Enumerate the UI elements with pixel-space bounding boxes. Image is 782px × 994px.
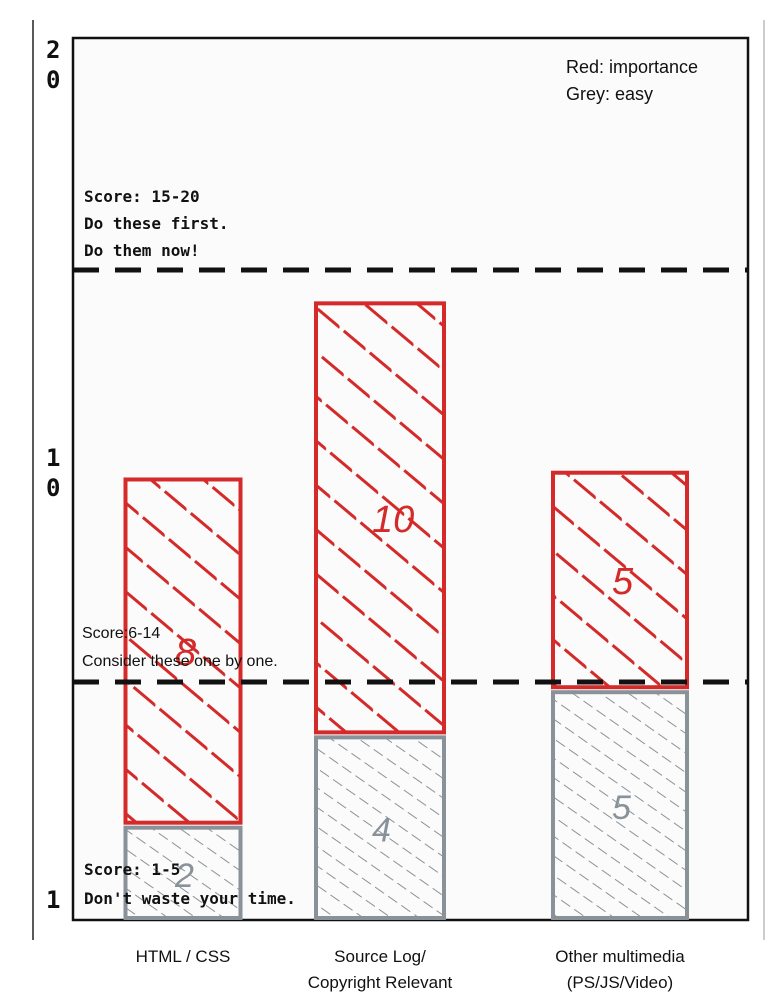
bar-value-label-easy-2: 5 <box>612 789 631 827</box>
y-tick-label-1-0: 1 <box>46 886 60 914</box>
zone-bottom-line-1: Score: 1-5 <box>84 860 180 879</box>
category-label-0-0: HTML / CSS <box>136 947 231 966</box>
y-tick-label-20-0: 2 <box>46 36 60 64</box>
bars-layer: 2 8 4 10 5 5 <box>123 301 689 920</box>
zone-top-label: Score: 15-20 Do these first. Do them now… <box>84 187 229 260</box>
category-label-1-1: Copyright Relevant <box>308 973 453 992</box>
zone-middle-line-2: Consider these one by one. <box>82 653 278 670</box>
category-labels: HTML / CSS Source Log/Copyright Relevant O… <box>136 947 686 992</box>
zone-bottom-line-2: Don't waste your time. <box>84 889 296 908</box>
bar-importance-2 <box>551 470 689 690</box>
zone-top-line-3: Do them now! <box>84 241 200 260</box>
bar-value-label-importance-1: 10 <box>372 499 414 541</box>
bar-easy-2 <box>551 690 689 920</box>
bar-importance-1 <box>314 301 446 735</box>
threshold-lines <box>73 267 748 685</box>
category-label-2-0: Other multimedia <box>555 947 685 966</box>
y-tick-label-10-1: 0 <box>46 474 60 502</box>
legend-importance: Red: importance <box>566 57 698 77</box>
category-label-2-1: (PS/JS/Video) <box>567 973 673 992</box>
bar-easy-1 <box>314 735 446 920</box>
bar-value-label-easy-1: 4 <box>372 812 391 850</box>
legend: Red: importance Grey: easy <box>566 57 698 104</box>
bar-value-label-easy-0: 2 <box>174 857 194 895</box>
zone-bottom-label: Score: 1-5 Don't waste your time. <box>84 860 296 908</box>
zone-top-line-2: Do these first. <box>84 214 229 233</box>
bar-value-label-importance-0: 8 <box>175 632 196 674</box>
zone-top-line-1: Score: 15-20 <box>84 187 200 206</box>
legend-easy: Grey: easy <box>566 84 653 104</box>
bar-easy-0 <box>123 825 243 920</box>
category-label-1-0: Source Log/ <box>334 947 426 966</box>
zone-middle-label: Score:6-14 Consider these one by one. <box>82 625 278 670</box>
y-tick-label-10-0: 1 <box>46 444 60 472</box>
zone-middle-line-1: Score:6-14 <box>82 625 160 642</box>
bar-importance-0 <box>123 477 243 825</box>
bar-value-label-importance-2: 5 <box>612 561 634 603</box>
y-tick-label-20-1: 0 <box>46 66 60 94</box>
